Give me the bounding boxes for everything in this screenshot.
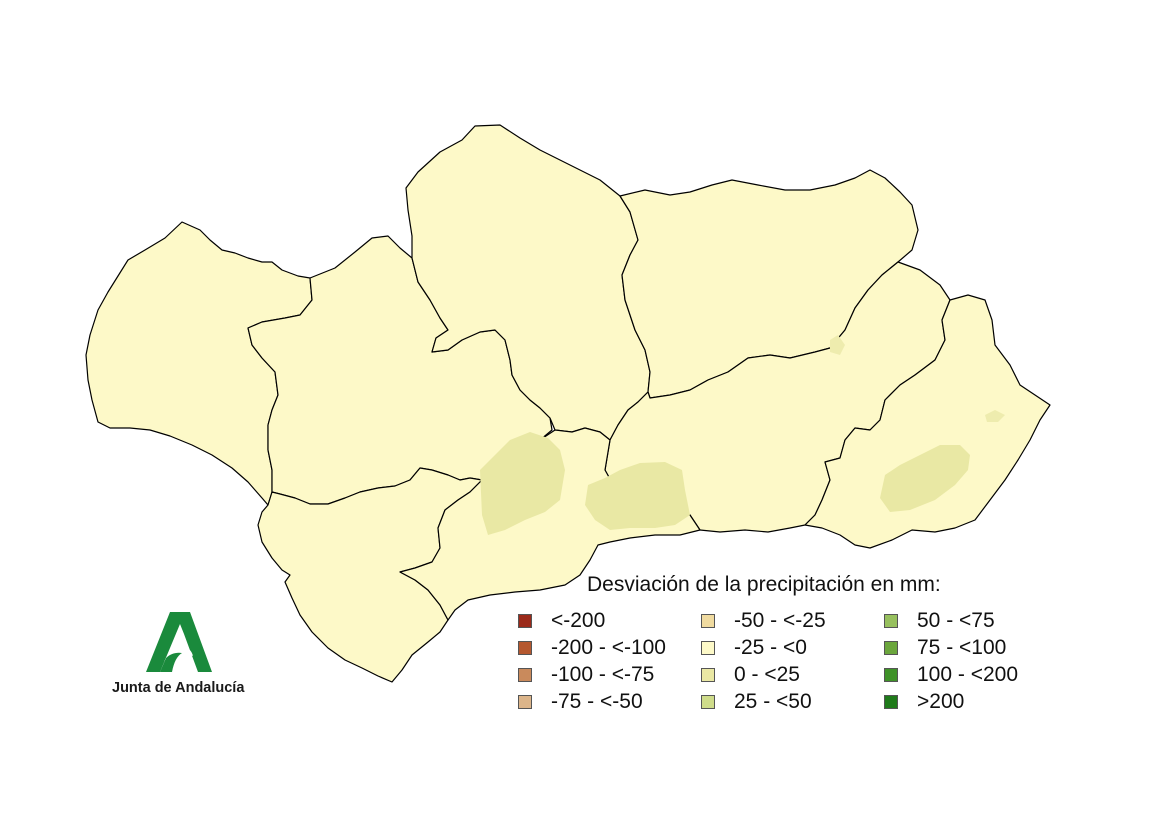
deviation-zone-almeria — [880, 445, 970, 512]
legend-swatch — [701, 668, 715, 682]
legend-item: <-200 — [518, 608, 605, 634]
legend-item: 50 - <75 — [884, 608, 995, 634]
legend-label: 50 - <75 — [917, 609, 995, 632]
province-malaga — [399, 427, 701, 621]
legend-label: -75 - <-50 — [551, 690, 643, 713]
legend-title: Desviación de la precipitación en mm: — [587, 573, 941, 596]
legend-swatch — [701, 695, 715, 709]
legend-label: 75 - <100 — [917, 636, 1007, 659]
legend-label: >200 — [917, 690, 965, 713]
legend-item: 75 - <100 — [884, 635, 1006, 661]
legend-swatch — [884, 695, 898, 709]
legend-swatch — [518, 614, 532, 628]
legend-item: 100 - <200 — [884, 662, 1018, 688]
legend-swatch — [701, 614, 715, 628]
legend-swatch — [884, 614, 898, 628]
legend-label: 25 - <50 — [734, 690, 812, 713]
legend-label: 100 - <200 — [917, 663, 1019, 686]
deviation-zone-almeria-spot — [985, 410, 1005, 422]
legend-swatch — [518, 668, 532, 682]
legend-label: -200 - <-100 — [551, 636, 666, 659]
legend-swatch — [884, 641, 898, 655]
legend-swatch — [701, 641, 715, 655]
legend-item: -200 - <-100 — [518, 635, 666, 661]
legend-swatch — [518, 641, 532, 655]
legend-swatch — [884, 668, 898, 682]
legend-label: <-200 — [551, 609, 606, 632]
legend-item: -50 - <-25 — [701, 608, 826, 634]
junta-andalucia-logo-icon — [146, 612, 212, 672]
legend-label: -25 - <0 — [734, 636, 807, 659]
legend-label: 0 - <25 — [734, 663, 800, 686]
legend-item: -100 - <-75 — [518, 662, 654, 688]
legend-item: 25 - <50 — [701, 689, 812, 715]
legend-label: -100 - <-75 — [551, 663, 655, 686]
legend-item: >200 — [884, 689, 964, 715]
legend-swatch — [518, 695, 532, 709]
legend-item: 0 - <25 — [701, 662, 800, 688]
logo: Junta de Andalucía — [112, 612, 262, 702]
deviation-zone-jaen-spot — [830, 335, 845, 355]
province-almeria — [804, 294, 1051, 549]
legend-label: -50 - <-25 — [734, 609, 826, 632]
deviation-zone-malaga-east — [585, 462, 690, 530]
logo-text: Junta de Andalucía — [112, 680, 245, 696]
deviation-zone-malaga-west — [480, 432, 565, 535]
legend-item: -75 - <-50 — [518, 689, 643, 715]
legend-item: -25 - <0 — [701, 635, 807, 661]
